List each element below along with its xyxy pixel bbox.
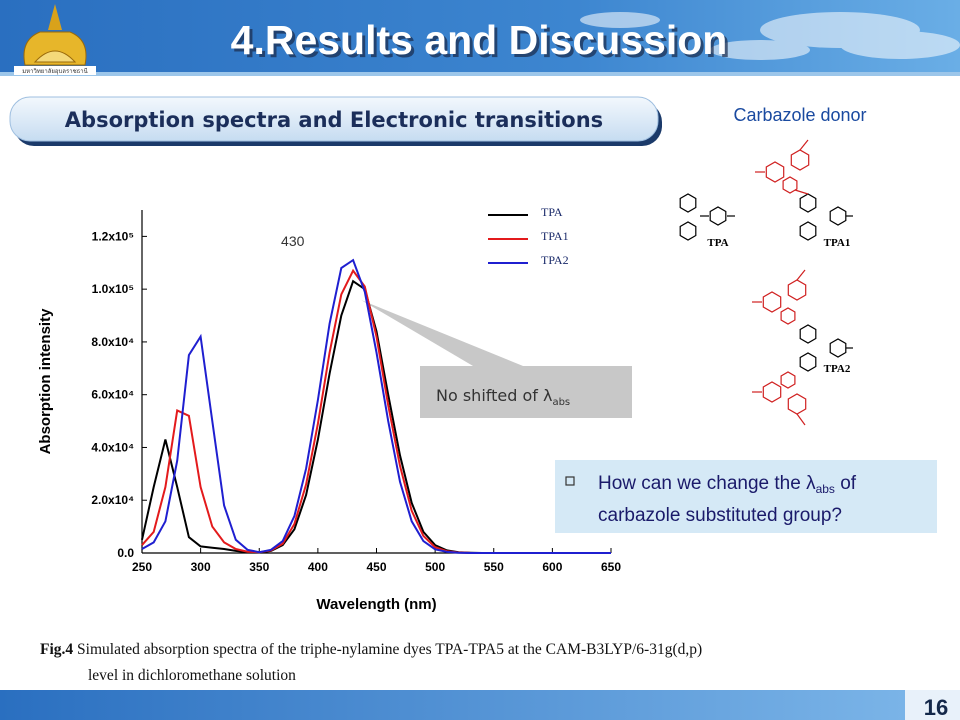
y-tick-label: 2.0x10⁴ xyxy=(91,493,134,507)
ring xyxy=(709,206,727,226)
y-tick-label: 6.0x10⁴ xyxy=(91,388,134,402)
callout-pointer xyxy=(361,300,524,366)
x-tick-label: 550 xyxy=(484,560,504,574)
caption: Fig.4 Simulated absorption spectra of th… xyxy=(40,641,702,658)
ring xyxy=(780,371,796,389)
caption-lead: Fig.4 xyxy=(40,641,73,658)
callout-subscript: abs xyxy=(552,397,570,408)
banner xyxy=(9,96,659,142)
ring xyxy=(790,149,810,171)
ring xyxy=(787,279,807,301)
callout-text: No shifted of λabs xyxy=(436,386,570,408)
series-line xyxy=(141,258,611,554)
ring xyxy=(799,221,817,241)
ring xyxy=(679,221,697,241)
chart: 0.0 2.0x10⁴ 4.0x10⁴ 6.0x10⁴ 8.0x10⁴ 1.0x10⁵ 1.… xyxy=(37,194,632,613)
y-tick-label: 0.0 xyxy=(117,546,134,560)
question-box xyxy=(555,460,937,533)
logo-text: มหาวิทยาลัยอุบลราชธานี xyxy=(22,67,88,75)
ring xyxy=(799,352,817,372)
x-tick-label: 300 xyxy=(191,560,211,574)
title-shadow: 4.Results and Discussion xyxy=(234,20,731,66)
x-tick-label: 650 xyxy=(601,560,621,574)
ring xyxy=(762,291,782,313)
question-subscript: abs xyxy=(816,482,835,496)
x-axis-label: Wavelength (nm) xyxy=(316,596,436,613)
x-tick-label: 500 xyxy=(425,560,445,574)
structure-label: TPA xyxy=(707,237,728,249)
ring xyxy=(829,338,847,358)
bond xyxy=(796,269,806,281)
structure-label: TPA2 xyxy=(824,363,851,375)
callout-box xyxy=(420,366,632,418)
legend-label: TPA2 xyxy=(541,253,569,267)
page-box xyxy=(905,690,960,720)
question-text: How can we change the λ xyxy=(598,473,816,494)
legend-box xyxy=(485,194,620,272)
footer-bar xyxy=(0,690,960,720)
page-number: 16 xyxy=(924,695,948,720)
ring xyxy=(782,176,798,194)
ring xyxy=(799,324,817,344)
legend-label: TPA xyxy=(541,205,563,219)
ring xyxy=(787,393,807,415)
question-line: How can we change the λabs of xyxy=(598,473,857,496)
x-tick-label: 250 xyxy=(132,560,152,574)
banner-title: Absorption spectra and Electronic transi… xyxy=(65,108,603,132)
x-tick-label: 600 xyxy=(542,560,562,574)
molecule-drawings xyxy=(679,139,853,426)
caption-text: Simulated absorption spectra of the trip… xyxy=(73,641,702,658)
question-text: of xyxy=(835,473,857,494)
x-tick-label: 400 xyxy=(308,560,328,574)
ring xyxy=(799,193,817,213)
y-tick-label: 1.2x10⁵ xyxy=(92,229,134,243)
logo: มหาวิทยาลัยอุบลราชธานี xyxy=(14,4,96,75)
y-tick-label: 4.0x10⁴ xyxy=(91,440,134,454)
ring xyxy=(780,307,796,325)
bond xyxy=(796,413,806,426)
bullet xyxy=(565,476,575,486)
legend-label: TPA1 xyxy=(541,229,569,243)
y-axis-label: Absorption intensity xyxy=(37,308,54,454)
ring xyxy=(829,206,847,226)
structures-heading: Carbazole donor xyxy=(733,105,866,125)
ring xyxy=(762,381,782,403)
slide-title: 4.Results and Discussion xyxy=(231,17,728,63)
clouds xyxy=(580,12,960,60)
bond xyxy=(799,139,809,151)
bond xyxy=(794,189,809,195)
callout-main: No shifted of λ xyxy=(436,386,552,405)
x-tick-label: 450 xyxy=(366,560,386,574)
ring xyxy=(765,161,785,183)
caption: level in dichloromethane solution xyxy=(88,667,296,684)
peak-label: 430 xyxy=(281,233,305,249)
question-line: carbazole substituted group? xyxy=(598,505,842,526)
y-tick-label: 8.0x10⁴ xyxy=(91,335,134,349)
x-tick-label: 350 xyxy=(249,560,269,574)
structure-label: TPA1 xyxy=(824,237,851,249)
ring xyxy=(679,193,697,213)
y-tick-label: 1.0x10⁵ xyxy=(92,282,134,296)
header-rule xyxy=(0,72,960,76)
